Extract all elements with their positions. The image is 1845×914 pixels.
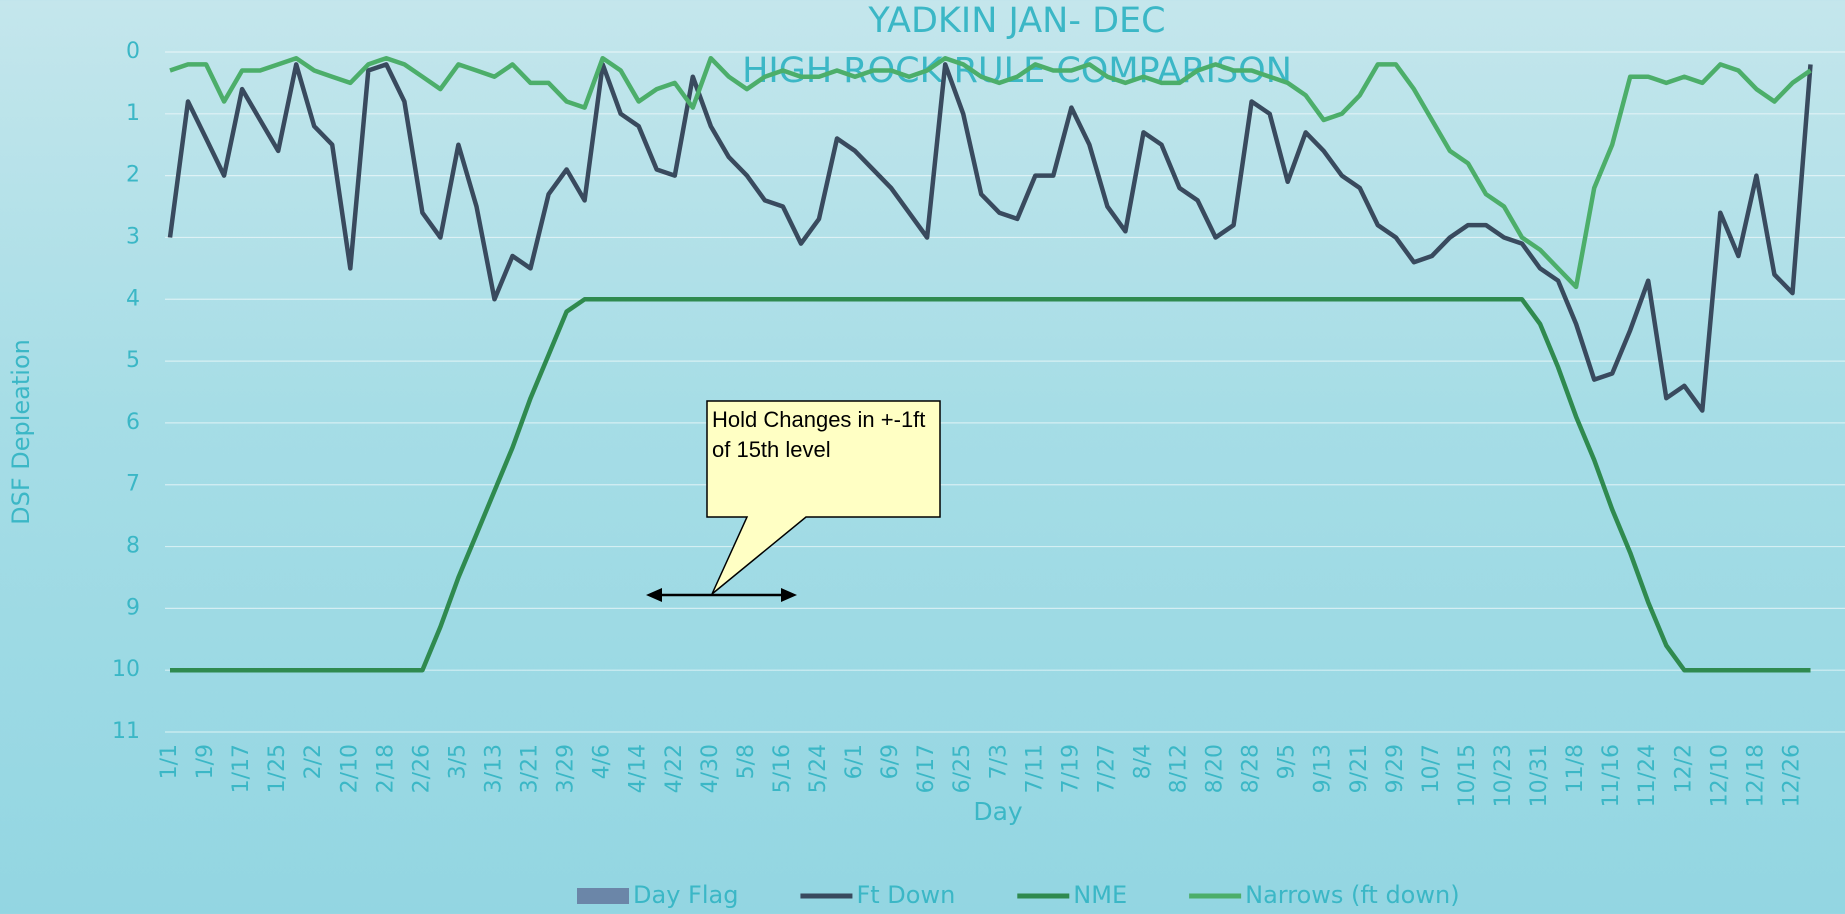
legend-label: Narrows (ft down) (1245, 881, 1459, 909)
x-tick-label: 9/13 (1311, 744, 1336, 793)
x-tick-label: 4/30 (698, 744, 723, 793)
x-tick-label: 9/21 (1347, 744, 1372, 793)
x-tick-label: 7/11 (1022, 744, 1047, 793)
x-tick-label: 6/17 (914, 744, 939, 793)
x-tick-label: 2/10 (337, 744, 362, 793)
x-tick-label: 7/27 (1094, 744, 1119, 793)
x-tick-label: 7/19 (1058, 744, 1083, 793)
x-tick-label: 8/12 (1167, 744, 1192, 793)
y-tick-label: 5 (126, 348, 140, 373)
x-tick-label: 6/9 (878, 744, 903, 779)
x-tick-label: 10/31 (1527, 744, 1552, 807)
x-tick-label: 8/4 (1130, 744, 1155, 779)
series-line (170, 297, 1811, 673)
y-tick-label: 1 (126, 101, 140, 126)
x-tick-label: 1/1 (157, 744, 182, 779)
x-tick-label: 4/6 (590, 744, 615, 779)
x-tick-label: 3/5 (445, 744, 470, 779)
y-tick-label: 4 (126, 286, 140, 311)
y-tick-label: 11 (112, 719, 140, 744)
y-tick-label: 10 (112, 657, 140, 682)
y-tick-label: 9 (126, 595, 140, 620)
series-line (169, 55, 1812, 290)
y-tick-label: 2 (126, 163, 140, 188)
x-tick-label: 8/28 (1239, 744, 1264, 793)
x-tick-label: 11/8 (1563, 744, 1588, 793)
x-tick-label: 1/25 (265, 744, 290, 793)
x-tick-label: 3/13 (481, 744, 506, 793)
chart-subtitle: HIGH ROCK RULE COMPARISON (742, 51, 1292, 91)
x-tick-label: 6/1 (842, 744, 867, 779)
x-tick-label: 1/9 (193, 744, 218, 779)
y-tick-label: 3 (126, 224, 140, 249)
x-tick-label: 6/25 (950, 744, 975, 793)
x-tick-label: 8/20 (1203, 744, 1228, 793)
x-tick-label: 11/16 (1599, 744, 1624, 807)
x-tick-label: 2/26 (409, 744, 434, 793)
legend-swatch (577, 888, 629, 904)
y-tick-label: 8 (126, 534, 140, 559)
x-tick-label: 5/24 (806, 744, 831, 793)
chart-title: YADKIN JAN- DEC (867, 1, 1165, 41)
x-axis-label: Day (973, 797, 1023, 826)
y-axis-label: DSF Depleation (7, 339, 35, 525)
x-tick-label: 4/22 (662, 744, 687, 793)
x-tick-label: 2/2 (301, 744, 326, 779)
callout-box (706, 400, 941, 595)
series-line (167, 62, 1813, 413)
x-tick-label: 10/15 (1455, 744, 1480, 807)
arrow-heads (646, 588, 797, 602)
y-tick-label: 6 (126, 410, 140, 435)
x-tick-label: 1/17 (229, 744, 254, 793)
x-tick-label: 5/8 (734, 744, 759, 779)
legend-label: Day Flag (633, 881, 738, 909)
x-tick-label: 9/29 (1383, 744, 1408, 793)
x-tick-label: 7/3 (986, 744, 1011, 779)
x-tick-label: 4/14 (626, 744, 651, 793)
legend-label: NME (1073, 881, 1127, 909)
y-tick-label: 0 (126, 39, 140, 64)
callout-text: Hold Changes in +-1ft of 15th level (712, 407, 926, 462)
x-tick-label: 3/21 (518, 744, 543, 793)
x-tick-label: 11/24 (1635, 744, 1660, 807)
x-tick-label: 9/5 (1275, 744, 1300, 779)
x-tick-label: 2/18 (373, 744, 398, 793)
y-tick-label: 7 (126, 472, 140, 497)
legend-label: Ft Down (856, 881, 955, 909)
annotation-callout: Hold Changes in +-1ft of 15th level (646, 400, 941, 602)
x-tick-label: 12/2 (1671, 744, 1696, 793)
x-tick-label: 5/16 (770, 744, 795, 793)
x-tick-label: 10/7 (1419, 744, 1444, 793)
x-tick-label: 12/26 (1779, 744, 1804, 807)
x-tick-label: 10/23 (1491, 744, 1516, 807)
callout-text-box: Hold Changes in +-1ft of 15th level (712, 407, 926, 462)
x-tick-label: 12/10 (1707, 744, 1732, 807)
plot-area: 0 1 2 3 4 5 6 7 8 9 10 11 1/1 1/9 1/17 1/25 2/2 2/10 2/18 2… (112, 39, 1845, 807)
x-tick-label: 3/29 (554, 744, 579, 793)
x-tick-label: 12/18 (1743, 744, 1768, 807)
legend: Day Flag Ft Down NME Narrows (ft down) (577, 881, 1460, 909)
